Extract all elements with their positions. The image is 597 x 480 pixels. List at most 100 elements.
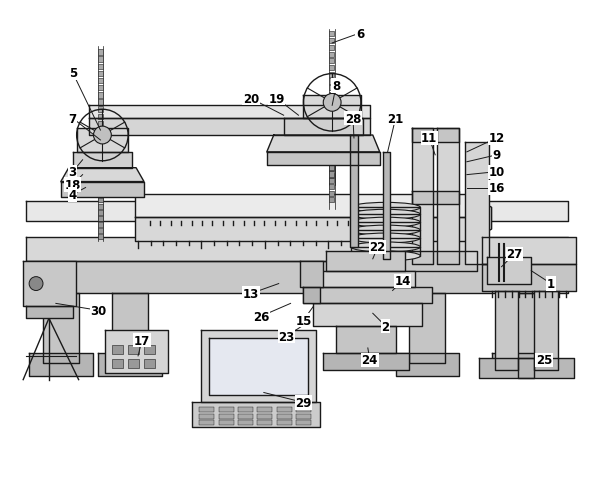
Bar [98, 150, 103, 156]
Bar [98, 72, 103, 77]
Polygon shape [323, 353, 410, 370]
Text: 2: 2 [381, 320, 390, 333]
Polygon shape [267, 153, 380, 166]
Polygon shape [61, 168, 144, 182]
Bar [98, 171, 103, 177]
Bar [128, 345, 139, 354]
Polygon shape [43, 294, 79, 363]
Text: 23: 23 [278, 330, 295, 343]
Polygon shape [383, 153, 390, 259]
Bar [98, 93, 103, 98]
Polygon shape [351, 223, 420, 230]
Ellipse shape [351, 242, 420, 252]
Text: 8: 8 [332, 80, 340, 93]
Bar [329, 140, 334, 145]
Text: 16: 16 [488, 181, 504, 194]
Polygon shape [313, 304, 422, 326]
Bar [238, 414, 253, 419]
Bar [98, 86, 103, 91]
Bar [329, 179, 334, 184]
Bar [329, 166, 334, 171]
Polygon shape [73, 153, 132, 168]
Polygon shape [135, 195, 469, 218]
Bar [98, 229, 103, 234]
Polygon shape [112, 294, 148, 363]
Polygon shape [336, 326, 396, 353]
Polygon shape [61, 182, 144, 198]
Bar [199, 414, 214, 419]
Polygon shape [284, 119, 363, 136]
Text: 24: 24 [362, 354, 378, 367]
Bar [329, 39, 334, 44]
Polygon shape [29, 353, 93, 376]
Polygon shape [303, 287, 320, 304]
Polygon shape [482, 264, 576, 291]
Bar [98, 79, 103, 84]
Polygon shape [494, 291, 518, 370]
Bar [329, 167, 334, 172]
Bar [329, 72, 334, 78]
Polygon shape [410, 294, 445, 363]
Polygon shape [469, 195, 491, 241]
Polygon shape [303, 96, 361, 119]
Ellipse shape [351, 218, 420, 228]
Polygon shape [413, 129, 459, 143]
Bar [98, 164, 103, 169]
Bar [199, 420, 214, 425]
Polygon shape [26, 238, 568, 261]
Bar [277, 420, 291, 425]
Bar [329, 99, 334, 105]
Polygon shape [99, 353, 162, 376]
Polygon shape [201, 330, 316, 403]
Polygon shape [351, 215, 420, 223]
Bar [98, 198, 103, 203]
Bar [98, 216, 103, 221]
Bar [329, 52, 334, 58]
Circle shape [323, 94, 341, 112]
Polygon shape [479, 358, 534, 378]
Polygon shape [351, 247, 420, 256]
Polygon shape [487, 257, 531, 284]
Text: 18: 18 [64, 179, 81, 192]
Text: 6: 6 [356, 27, 364, 40]
Text: 17: 17 [134, 334, 150, 347]
Bar [257, 408, 272, 412]
Bar [329, 66, 334, 71]
Bar [144, 345, 155, 354]
Bar [257, 420, 272, 425]
Text: 29: 29 [296, 396, 312, 409]
Polygon shape [437, 129, 459, 264]
Bar [329, 59, 334, 64]
Text: 15: 15 [296, 314, 312, 327]
Bar [98, 64, 103, 70]
Text: 3: 3 [69, 166, 77, 179]
Bar [219, 414, 233, 419]
Bar [98, 50, 103, 56]
Bar [98, 58, 103, 63]
Circle shape [29, 277, 43, 291]
Bar [112, 345, 123, 354]
Polygon shape [106, 330, 168, 373]
Bar [98, 223, 103, 228]
Ellipse shape [351, 210, 420, 220]
Bar [98, 114, 103, 120]
Polygon shape [135, 218, 469, 241]
Bar [329, 146, 334, 152]
Bar [219, 408, 233, 412]
Polygon shape [351, 208, 420, 215]
Ellipse shape [351, 234, 420, 243]
Text: 10: 10 [488, 166, 504, 179]
Bar [98, 204, 103, 209]
Text: 27: 27 [506, 248, 522, 261]
Bar [199, 408, 214, 412]
Polygon shape [210, 338, 309, 396]
Polygon shape [482, 238, 576, 264]
Bar [329, 32, 334, 37]
Bar [329, 133, 334, 138]
Polygon shape [413, 129, 433, 264]
Text: 9: 9 [493, 149, 501, 162]
Polygon shape [413, 192, 459, 205]
Bar [98, 157, 103, 162]
Text: 14: 14 [394, 275, 411, 288]
Bar [112, 359, 123, 368]
